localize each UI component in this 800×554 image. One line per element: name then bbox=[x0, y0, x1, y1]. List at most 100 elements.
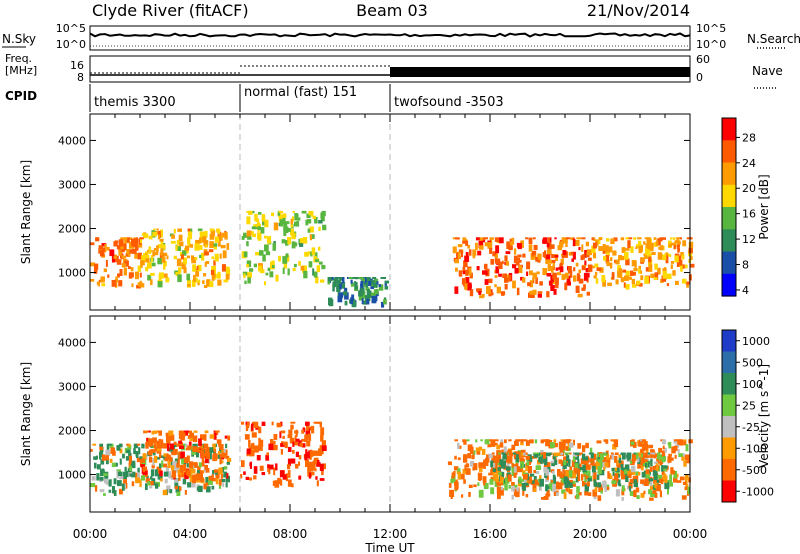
velocity-cell bbox=[152, 437, 157, 444]
velocity-cell bbox=[118, 443, 122, 446]
velocity-cell bbox=[287, 464, 291, 470]
power-cell bbox=[564, 282, 568, 291]
power-cell bbox=[673, 245, 676, 249]
velocity-cell bbox=[223, 474, 228, 478]
velocity-cell bbox=[476, 450, 481, 455]
power-cell bbox=[246, 264, 249, 268]
velocity-cell bbox=[320, 434, 324, 440]
power-cell bbox=[203, 240, 209, 246]
velocity-cell bbox=[628, 481, 633, 489]
velocity-cell bbox=[652, 465, 656, 472]
velocity-cell bbox=[546, 452, 552, 455]
velocity-cell bbox=[581, 453, 586, 461]
velocity-cell bbox=[196, 451, 200, 458]
velocity-cell bbox=[140, 475, 145, 481]
power-cell bbox=[312, 215, 316, 219]
power-cell bbox=[318, 220, 323, 224]
power-cell bbox=[455, 267, 458, 272]
power-cell bbox=[150, 279, 153, 286]
power-cell bbox=[264, 235, 267, 239]
velocity-cell bbox=[280, 443, 285, 447]
power-cell bbox=[632, 284, 637, 288]
velocity-cell bbox=[171, 470, 177, 478]
velocity-cell bbox=[530, 473, 535, 477]
power-cell bbox=[528, 270, 533, 276]
velocity-cell bbox=[673, 439, 678, 444]
power-cell bbox=[644, 255, 648, 259]
velocity-cell bbox=[117, 471, 123, 476]
velocity-cell bbox=[486, 454, 490, 462]
power-cell bbox=[665, 252, 668, 257]
power-cell bbox=[133, 240, 138, 248]
velocity-cell bbox=[487, 444, 492, 448]
velocity-cell bbox=[152, 457, 155, 466]
power-cell bbox=[246, 230, 252, 238]
power-cell bbox=[256, 222, 261, 226]
velocity-cell bbox=[156, 451, 159, 454]
power-cell bbox=[216, 228, 220, 233]
velocity-cell bbox=[460, 473, 465, 480]
power-cell bbox=[608, 246, 613, 253]
velocity-cell bbox=[258, 444, 263, 451]
power-colorbar-swatch bbox=[722, 118, 736, 141]
velocity-cell bbox=[490, 460, 493, 468]
power-cell bbox=[625, 248, 630, 251]
power-cell bbox=[166, 255, 169, 260]
velocity-cell bbox=[206, 486, 211, 493]
velocity-cell bbox=[161, 441, 164, 448]
velocity-cell bbox=[664, 447, 667, 453]
velocity-cell bbox=[249, 450, 255, 457]
velocity-cell bbox=[273, 467, 276, 476]
power-cell bbox=[495, 245, 500, 254]
velocity-cell bbox=[669, 474, 673, 483]
velocity-cell bbox=[501, 452, 504, 455]
power-cell bbox=[569, 270, 573, 278]
velocity-cell bbox=[92, 443, 96, 446]
velocity-cell bbox=[464, 464, 467, 471]
power-cell bbox=[114, 255, 119, 263]
velocity-cell bbox=[490, 487, 495, 495]
velocity-cell bbox=[497, 467, 501, 474]
velocity-cell bbox=[687, 486, 691, 495]
velocity-cell bbox=[582, 464, 587, 473]
velocity-cell bbox=[626, 454, 629, 459]
power-cell bbox=[653, 237, 657, 240]
velocity-cell bbox=[591, 465, 596, 473]
velocity-cell bbox=[134, 443, 139, 446]
velocity-cell bbox=[305, 434, 310, 440]
velocity-cell bbox=[133, 448, 136, 455]
velocity-cell bbox=[491, 452, 495, 455]
power-cell bbox=[165, 277, 170, 283]
velocity-cell bbox=[280, 421, 283, 427]
power-cell bbox=[221, 232, 225, 238]
velocity-cell bbox=[140, 464, 145, 468]
velocity-cell bbox=[546, 473, 549, 480]
power-cell bbox=[581, 244, 584, 252]
power-cell bbox=[555, 277, 559, 285]
velocity-cell bbox=[667, 456, 672, 463]
power-cell bbox=[243, 251, 248, 258]
velocity-cell bbox=[199, 442, 202, 451]
velocity-cell bbox=[561, 478, 565, 484]
velocity-cell bbox=[659, 477, 663, 483]
power-colorbar-tick: 12 bbox=[742, 233, 756, 246]
power-cell bbox=[328, 299, 334, 307]
power-cell bbox=[128, 272, 133, 279]
velocity-cell bbox=[211, 485, 215, 490]
power-cell bbox=[506, 241, 510, 249]
velocity-cell bbox=[644, 443, 649, 451]
freq-label-line2: [MHz] bbox=[5, 64, 37, 77]
velocity-cell bbox=[167, 443, 170, 452]
velocity-cell bbox=[181, 458, 186, 465]
power-cell bbox=[666, 273, 672, 279]
power-cell bbox=[605, 255, 610, 262]
velocity-cell bbox=[477, 472, 483, 481]
velocity-cell bbox=[169, 489, 173, 494]
power-cell bbox=[553, 289, 557, 295]
velocity-cell bbox=[673, 447, 676, 452]
power-cell bbox=[148, 246, 152, 254]
velocity-cell bbox=[311, 425, 315, 434]
velocity-ytick-label: 2000 bbox=[58, 425, 86, 438]
velocity-cell bbox=[532, 452, 538, 455]
power-cell bbox=[592, 252, 596, 259]
